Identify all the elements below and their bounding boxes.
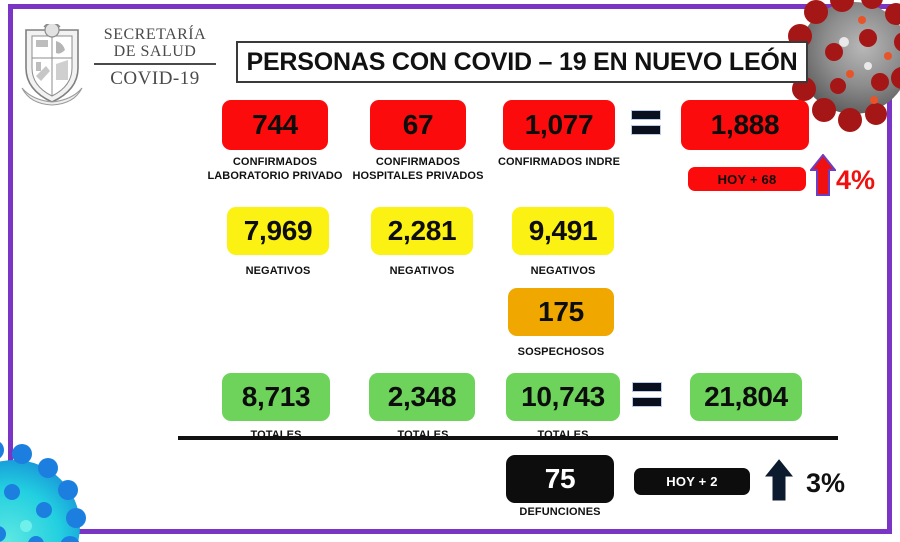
negatives-indre-caption: NEGATIVOS [530, 265, 596, 277]
logo-divider [94, 63, 216, 65]
negatives-private-lab-box: 7,969 [227, 207, 329, 255]
confirmed-private-hospitals-box: 67 [370, 100, 466, 150]
logo-line-covid19: COVID-19 [110, 68, 200, 89]
confirmed-private-lab-box: 744 [222, 100, 328, 150]
negatives-indre-value: 9,491 [528, 215, 598, 246]
confirmed-indre-box: 1,077 [503, 100, 615, 150]
suspected-value: 175 [538, 296, 584, 327]
confirmed-total-box: 1,888 [681, 100, 809, 150]
negatives-private-hospitals-value: 2,281 [387, 215, 457, 246]
deaths-trend-percent: 3% [806, 468, 846, 498]
confirmed-today-badge: HOY + 68 [688, 167, 806, 191]
page-title-text: PERSONAS CON COVID – 19 EN NUEVO LEÓN [246, 47, 798, 76]
suspected-caption: SOSPECHOSOS [517, 346, 605, 358]
logo-line-de-salud: DE SALUD [113, 43, 197, 60]
totals-private-hospitals-box: 2,348 [369, 373, 475, 421]
grand-total-value: 21,804 [704, 381, 788, 412]
grand-total-box: 21,804 [690, 373, 802, 421]
suspected-box: 175 [508, 288, 614, 336]
confirmed-trend-percent: 4% [836, 165, 876, 195]
caption-line-2: LABORATORIO PRIVADO [207, 170, 343, 182]
deaths-caption: DEFUNCIONES [519, 506, 601, 518]
page-title: PERSONAS CON COVID – 19 EN NUEVO LEÓN [236, 41, 808, 83]
negatives-private-hospitals-box: 2,281 [371, 207, 473, 255]
negatives-private-lab-caption: NEGATIVOS [245, 265, 311, 277]
negatives-indre-box: 9,491 [512, 207, 614, 255]
nuevo-leon-coat-of-arms-icon [21, 24, 83, 106]
logo-wordmark: SECRETARÍA DE SALUD COVID-19 [92, 26, 218, 89]
confirmed-indre-caption: CONFIRMADOS INDRE [471, 155, 647, 169]
totals-indre-box: 10,743 [506, 373, 620, 421]
confirmed-indre-value: 1,077 [524, 109, 594, 140]
confirmed-total-value: 1,888 [710, 109, 780, 140]
health-ministry-logo: SECRETARÍA DE SALUD COVID-19 [18, 24, 218, 106]
deaths-today-badge-text: HOY + 2 [666, 474, 718, 489]
confirmed-private-hospitals-caption: CONFIRMADOS HOSPITALES PRIVADOS [325, 155, 511, 183]
confirmed-today-badge-text: HOY + 68 [717, 171, 777, 187]
slide-background [13, 9, 887, 529]
caption-line-1: CONFIRMADOS INDRE [497, 156, 621, 168]
caption-line-1: CONFIRMADOS [375, 156, 461, 168]
negatives-private-lab-value: 7,969 [243, 215, 313, 246]
logo-line-secretaria: SECRETARÍA [103, 26, 207, 43]
caption-line-2: HOSPITALES PRIVADOS [352, 170, 484, 182]
deaths-today-badge: HOY + 2 [634, 468, 750, 495]
totals-private-lab-value: 8,713 [241, 381, 311, 412]
equals-sign-confirmed-icon [631, 110, 661, 142]
section-divider [178, 436, 838, 440]
confirmed-private-hospitals-value: 67 [402, 109, 434, 140]
totals-private-lab-box: 8,713 [222, 373, 330, 421]
equals-sign-totals-icon [632, 382, 662, 414]
negatives-private-hospitals-caption: NEGATIVOS [389, 265, 455, 277]
totals-indre-value: 10,743 [521, 381, 605, 412]
totals-private-hospitals-value: 2,348 [387, 381, 457, 412]
caption-line-1: CONFIRMADOS [232, 156, 318, 168]
deaths-box: 75 [506, 455, 614, 503]
confirmed-private-lab-caption: CONFIRMADOS LABORATORIO PRIVADO [182, 155, 368, 183]
confirmed-private-lab-value: 744 [252, 109, 298, 140]
arrow-up-icon-confirmed [810, 154, 836, 196]
arrow-up-icon-deaths [765, 459, 793, 501]
purple-border-frame [8, 4, 892, 534]
deaths-value: 75 [544, 463, 576, 494]
